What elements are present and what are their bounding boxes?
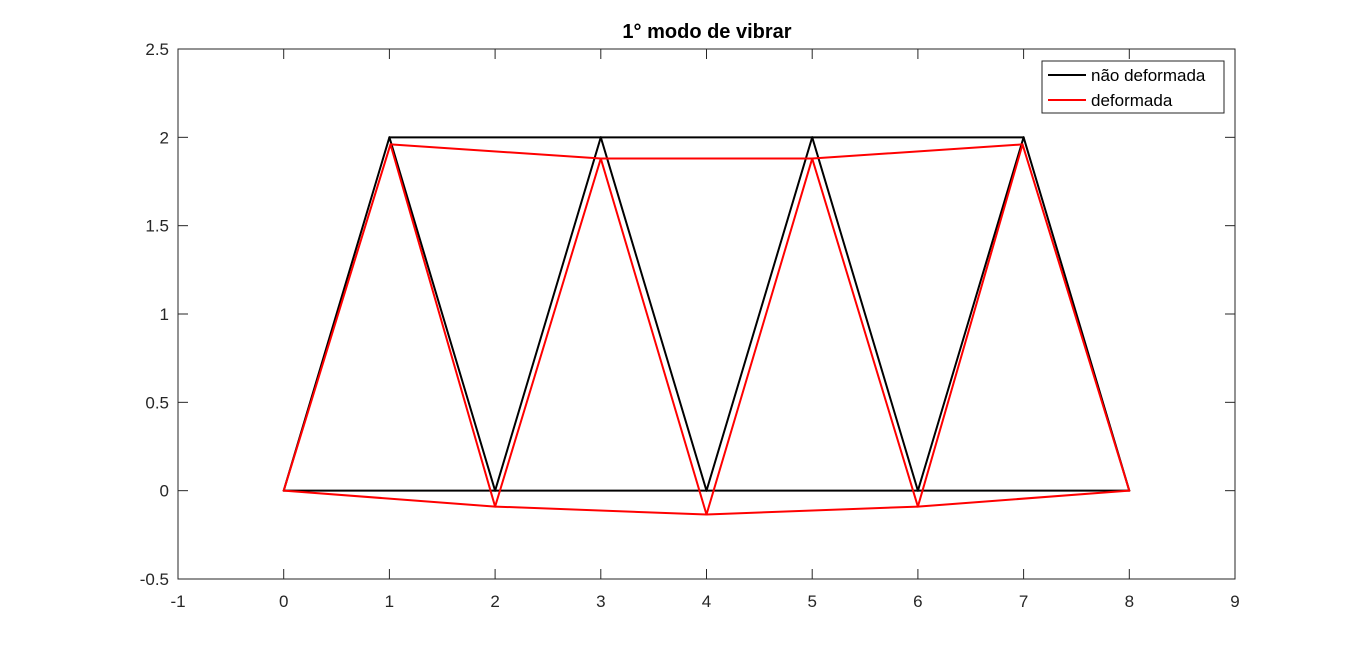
series-1-segment-9	[494, 157, 602, 508]
x-tick-label: -1	[170, 592, 185, 611]
x-tick-label: 2	[490, 592, 499, 611]
x-tick-label: 0	[279, 592, 288, 611]
series-1-segment-2	[705, 505, 919, 516]
axes: -1 0 1 2 3 4 5 6 7 8 9 -0.5 0 0.5 1 1.5 2 2.5	[140, 40, 1240, 611]
y-tick-label: 2.5	[145, 40, 169, 59]
series-0-segment-10	[599, 136, 708, 492]
series-1-segment-6	[811, 143, 1024, 160]
y-tick-label: 0.5	[145, 393, 169, 412]
x-tick-label: 9	[1230, 592, 1239, 611]
series-1-segment-1	[494, 505, 708, 516]
series-0-segment-9	[494, 136, 602, 492]
y-tick-label: 1.5	[145, 217, 169, 236]
y-tick-label: -0.5	[140, 570, 169, 589]
series-0-segment-11	[705, 136, 814, 492]
series-1-segment-3	[916, 489, 1131, 508]
x-tick-label: 7	[1019, 592, 1028, 611]
chart-title: 1° modo de vibrar	[622, 21, 791, 43]
series-1-segment-14	[1021, 143, 1131, 492]
series-layer	[282, 136, 1131, 516]
x-tick-label: 5	[807, 592, 816, 611]
y-tick-label: 0	[160, 482, 169, 501]
legend: não deformada deformada	[1041, 60, 1225, 114]
x-tick-label: 4	[702, 592, 711, 611]
x-tick-label: 3	[596, 592, 605, 611]
series-1-segment-0	[282, 489, 497, 508]
series-0-segment-13	[916, 136, 1025, 492]
series-1-segment-13	[916, 143, 1024, 508]
legend-label-deformada: deformada	[1091, 91, 1173, 110]
series-1-segment-7	[282, 143, 392, 492]
series-0-segment-8	[388, 136, 497, 492]
x-tick-label: 8	[1125, 592, 1134, 611]
series-1-segment-12	[811, 157, 919, 508]
x-tick-label: 6	[913, 592, 922, 611]
series-deformada	[282, 143, 1131, 516]
series-0-segment-12	[811, 136, 919, 492]
y-tick-label: 2	[160, 128, 169, 147]
x-tick-label: 1	[385, 592, 394, 611]
series-nao-deformada	[282, 136, 1131, 492]
legend-label-nao-deformada: não deformada	[1091, 66, 1206, 85]
legend-box	[1041, 60, 1225, 114]
series-1-segment-4	[389, 143, 602, 160]
series-1-segment-8	[389, 143, 497, 508]
series-1-segment-10	[599, 157, 708, 516]
series-1-segment-11	[705, 157, 814, 516]
y-tick-label: 1	[160, 305, 169, 324]
